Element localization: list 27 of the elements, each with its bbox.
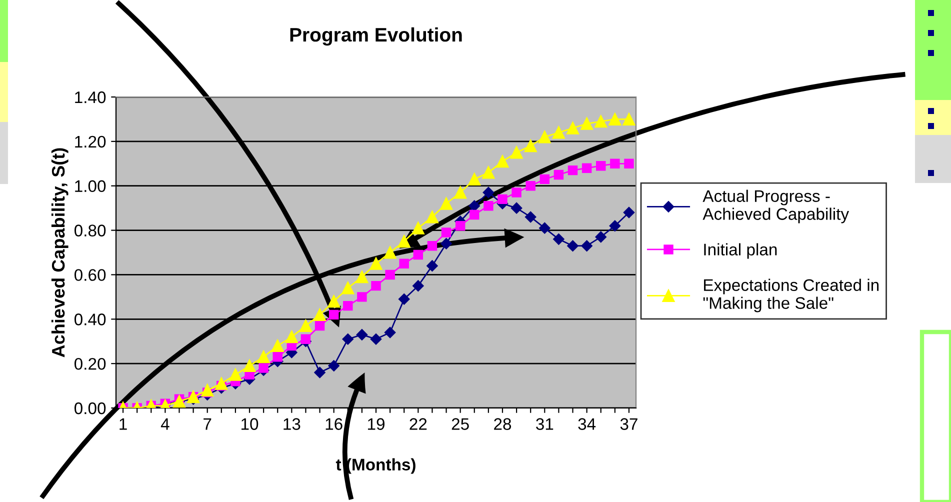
y-tick-label: 0.80 — [74, 224, 106, 236]
x-tick-label: 25 — [452, 418, 469, 430]
x-axis-title: t (Months) — [336, 458, 416, 474]
x-tick-label: 1 — [120, 418, 127, 430]
y-tick-label: 0.40 — [74, 314, 106, 326]
y-tick-label: 0.20 — [74, 358, 106, 370]
x-tick-label: 19 — [368, 418, 384, 430]
y-tick-label: 1.00 — [75, 180, 106, 192]
y-tick-label: 1.40 — [75, 91, 106, 104]
x-tick-label: 10 — [242, 418, 258, 430]
x-tick-label: 22 — [410, 418, 427, 430]
x-tick-label: 37 — [620, 418, 638, 430]
x-tick-label: 13 — [284, 418, 300, 430]
x-tick-label: 31 — [536, 418, 554, 430]
x-tick-label: 34 — [578, 418, 596, 430]
y-tick-label: 1.20 — [75, 136, 106, 148]
y-axis-title: Achieved Capability, S(t) — [51, 148, 68, 358]
x-tick-label: 28 — [494, 418, 512, 430]
x-tick-label: 16 — [326, 418, 342, 430]
y-tick-label: 0.60 — [74, 269, 106, 281]
x-tick-label: 7 — [204, 418, 212, 430]
y-tick-label: 0.00 — [74, 402, 106, 414]
chart-title: Program Evolution — [290, 27, 462, 46]
legend-label: Actual Progress - Achieved Capability — [702, 190, 850, 224]
legend-label: Initial plan — [704, 243, 777, 259]
legend-label: Expectations Created in "Making the Sale" — [703, 278, 879, 312]
x-tick-label: 4 — [160, 418, 170, 430]
